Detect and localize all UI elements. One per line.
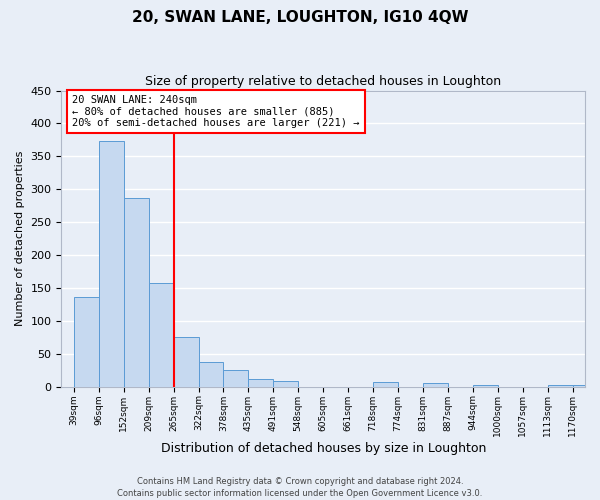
Bar [74,297,99,386]
Bar [223,370,248,386]
Bar [423,384,448,386]
Bar [149,284,173,387]
Bar [373,382,398,386]
Bar [274,382,298,386]
Text: 20 SWAN LANE: 240sqm
← 80% of detached houses are smaller (885)
20% of semi-deta: 20 SWAN LANE: 240sqm ← 80% of detached h… [72,95,359,128]
Title: Size of property relative to detached houses in Loughton: Size of property relative to detached ho… [145,75,501,88]
Bar [473,384,498,386]
Bar [124,198,149,386]
Bar [572,384,598,386]
X-axis label: Distribution of detached houses by size in Loughton: Distribution of detached houses by size … [161,442,486,455]
Bar [99,141,124,386]
Bar [548,384,572,386]
Text: Contains HM Land Registry data © Crown copyright and database right 2024.
Contai: Contains HM Land Registry data © Crown c… [118,476,482,498]
Bar [199,362,223,386]
Bar [173,338,199,386]
Y-axis label: Number of detached properties: Number of detached properties [15,151,25,326]
Bar [248,380,274,386]
Text: 20, SWAN LANE, LOUGHTON, IG10 4QW: 20, SWAN LANE, LOUGHTON, IG10 4QW [132,10,468,25]
